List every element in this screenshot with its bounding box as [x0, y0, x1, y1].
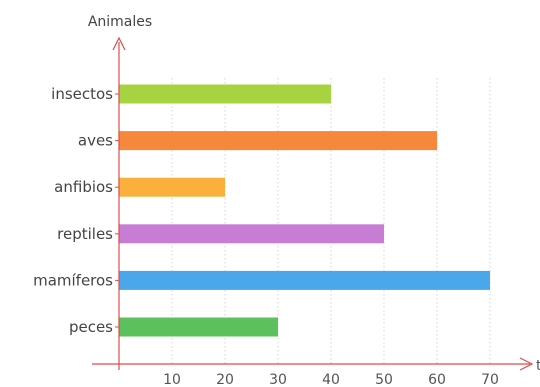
bar-aves: [119, 131, 437, 151]
category-labels: insectos aves anfibios reptiles mamíferos pec…: [33, 85, 119, 336]
x-tick-label: 30: [269, 372, 287, 387]
category-label: insectos: [51, 85, 113, 103]
y-axis-arrow-icon: [112, 36, 126, 51]
y-axis-title: Animales: [88, 14, 152, 30]
x-tick-label: 60: [428, 372, 446, 387]
x-tick-label: 40: [322, 372, 340, 387]
category-label: aves: [78, 132, 113, 150]
bar-anfibios: [119, 177, 225, 197]
bar-mamíferos: [119, 270, 490, 290]
x-tick-label: 10: [163, 372, 181, 387]
category-label: peces: [69, 318, 113, 336]
category-label: anfibios: [54, 178, 113, 196]
x-tick-label: 50: [375, 372, 393, 387]
bar-insectos: [119, 84, 331, 104]
x-axis-arrow-icon: [519, 357, 534, 371]
bar-reptiles: [119, 224, 384, 244]
tick-labels: 10 20 30 40 50 60 70: [163, 372, 499, 387]
axes: [92, 36, 534, 371]
bar-peces: [119, 317, 278, 337]
x-tick-label: 70: [481, 372, 499, 387]
bars: [119, 84, 490, 337]
category-label: reptiles: [57, 225, 113, 243]
x-tick-label: 20: [216, 372, 234, 387]
category-label: mamíferos: [33, 271, 113, 289]
x-axis-title: t: [536, 358, 540, 374]
